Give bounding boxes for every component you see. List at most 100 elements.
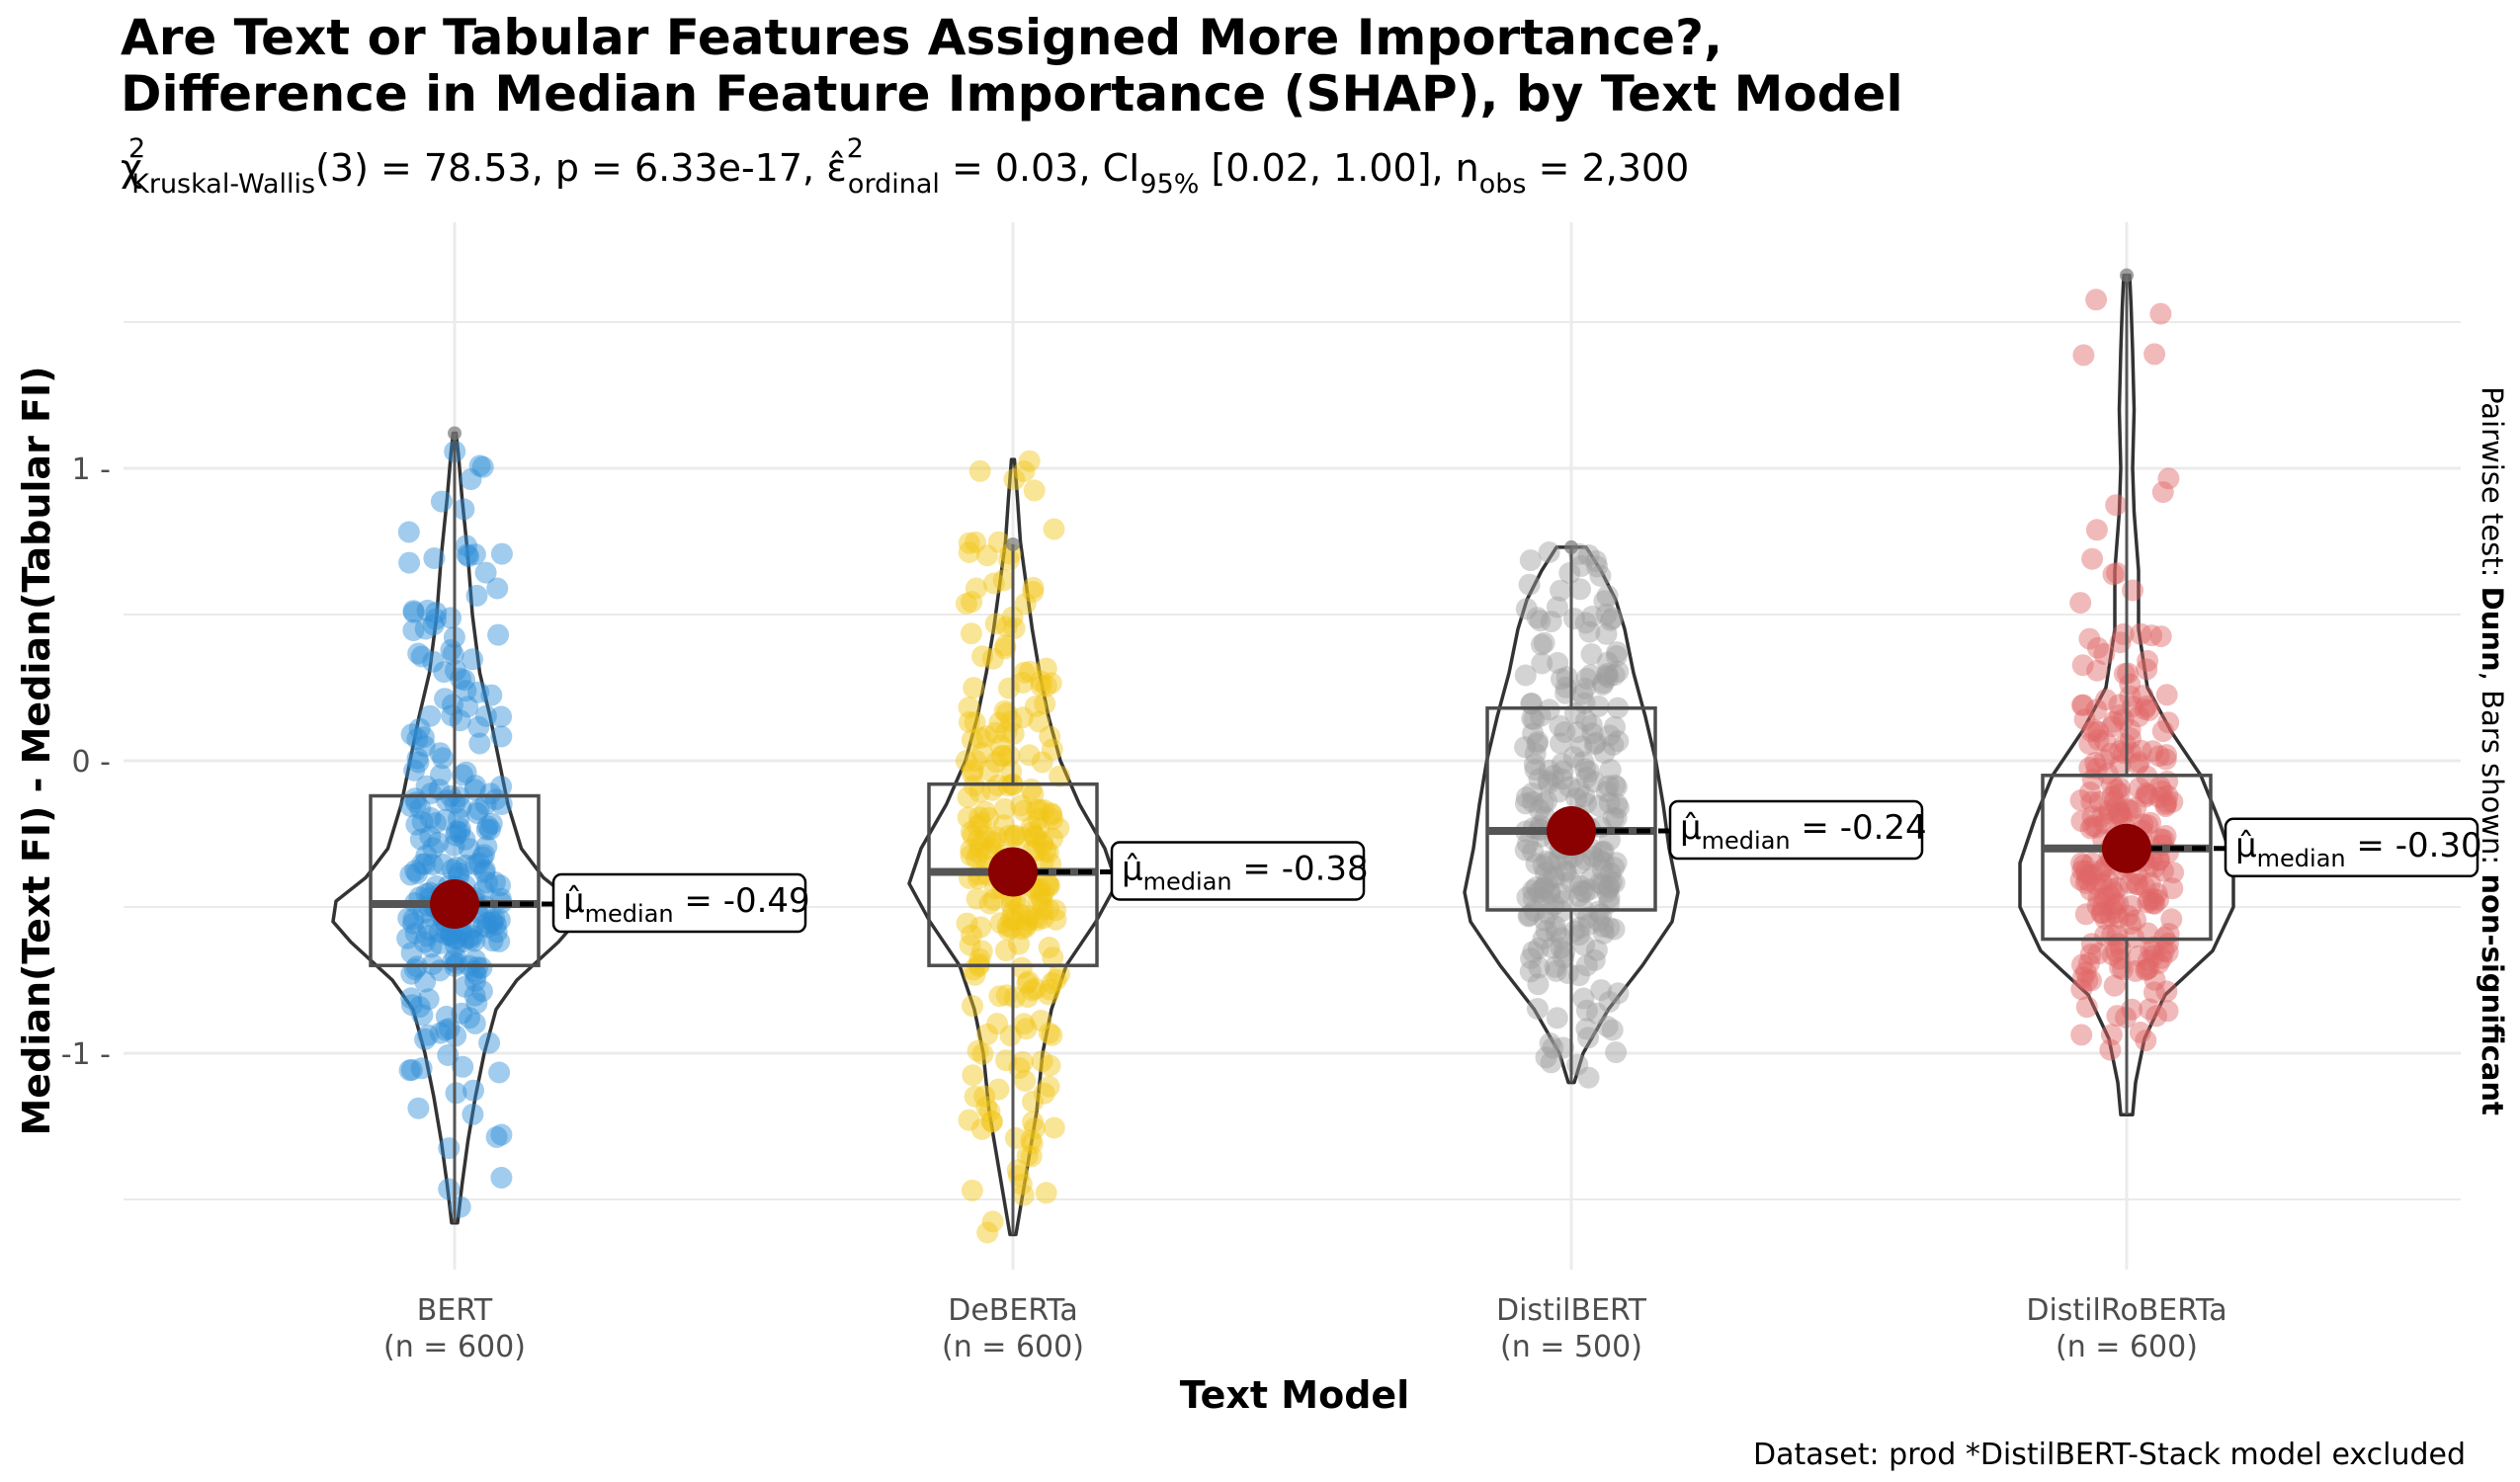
data-point	[969, 727, 991, 749]
data-point	[402, 600, 425, 622]
data-point	[1573, 934, 1596, 956]
data-point	[475, 916, 498, 939]
data-point	[1023, 479, 1046, 502]
data-point	[1519, 960, 1542, 983]
data-point	[1522, 722, 1545, 745]
data-point	[1038, 898, 1060, 921]
y-tick-label: -1 -	[61, 1037, 111, 1072]
data-point	[474, 793, 497, 815]
data-point	[417, 1024, 440, 1046]
subtitle-ci-sub: 95%	[1139, 169, 1199, 200]
data-point	[1603, 918, 1626, 941]
x-tick-count: (n = 600)	[383, 1330, 526, 1364]
data-point	[976, 1023, 999, 1045]
data-point	[1024, 826, 1047, 849]
data-point	[456, 535, 477, 557]
median-point	[430, 879, 479, 930]
data-point	[2149, 625, 2172, 648]
data-point	[989, 734, 1012, 757]
data-point	[997, 919, 1020, 941]
data-point	[1574, 677, 1597, 700]
data-point	[2087, 887, 2110, 910]
data-point	[2070, 978, 2093, 1001]
data-point	[488, 909, 511, 932]
data-point	[2087, 720, 2110, 743]
median-point	[1547, 806, 1596, 857]
data-point	[966, 1039, 989, 1062]
data-point	[1039, 978, 1061, 1001]
data-point	[2079, 817, 2102, 840]
data-point	[1577, 1027, 1600, 1049]
subtitle-chi: χ	[121, 146, 142, 190]
data-point	[420, 936, 443, 958]
data-point	[467, 798, 490, 821]
data-point	[960, 820, 982, 843]
data-point	[1526, 732, 1549, 755]
data-point	[1566, 721, 1589, 744]
median-label-sub: median	[2257, 845, 2346, 872]
data-point	[1554, 721, 1576, 743]
data-point	[2145, 882, 2168, 905]
data-point	[1540, 1051, 1562, 1074]
data-point	[1004, 1126, 1027, 1149]
data-point	[400, 962, 423, 985]
data-point	[455, 854, 477, 876]
data-point	[1016, 986, 1039, 1009]
data-point	[471, 846, 494, 868]
data-point	[1558, 776, 1581, 798]
data-point	[1011, 706, 1034, 729]
data-point	[464, 948, 487, 971]
data-point	[465, 584, 488, 607]
data-point	[462, 1103, 484, 1125]
data-point	[480, 812, 503, 835]
data-point	[1583, 733, 1606, 756]
data-point	[1587, 794, 1610, 817]
data-point	[2080, 790, 2103, 813]
data-point	[1574, 612, 1597, 634]
data-point	[1568, 874, 1591, 897]
data-point	[1545, 921, 1567, 944]
data-point	[1551, 927, 1573, 949]
data-point	[2161, 877, 2184, 900]
data-point	[2143, 968, 2166, 991]
data-point	[2074, 903, 2097, 926]
median-label-box	[1668, 799, 1924, 861]
data-point	[434, 688, 457, 710]
median-point	[988, 847, 1038, 897]
data-point	[396, 927, 419, 949]
data-point	[2130, 739, 2152, 762]
median-label-mu: μ̂	[563, 881, 585, 921]
data-point	[2120, 799, 2142, 822]
data-point	[2099, 905, 2122, 927]
data-point	[2112, 622, 2135, 645]
data-point	[990, 745, 1013, 768]
data-point	[2155, 791, 2178, 813]
data-point	[1543, 765, 1565, 787]
data-point	[398, 551, 421, 574]
data-point	[1577, 760, 1600, 782]
data-point	[1013, 799, 1036, 822]
subtitle-eps-val: = 0.03, CI	[940, 146, 1140, 190]
data-point	[2111, 806, 2134, 829]
data-point	[1575, 999, 1598, 1022]
data-point	[1571, 879, 1593, 902]
data-point	[1037, 841, 1059, 864]
data-point	[2078, 733, 2101, 755]
data-point	[463, 930, 486, 952]
data-point	[982, 832, 1005, 855]
data-point	[475, 835, 498, 858]
data-point	[2152, 940, 2175, 962]
data-point	[962, 824, 984, 847]
data-point	[2147, 849, 2170, 871]
data-point	[2142, 740, 2164, 763]
data-point	[444, 791, 466, 814]
data-point	[1605, 1041, 1628, 1064]
data-point	[1575, 667, 1598, 690]
data-point	[2155, 684, 2178, 706]
data-point	[408, 717, 431, 740]
box	[1485, 705, 1657, 912]
data-point	[483, 908, 506, 931]
data-point	[1599, 609, 1622, 631]
data-point	[1026, 909, 1049, 932]
data-point	[1605, 776, 1628, 798]
